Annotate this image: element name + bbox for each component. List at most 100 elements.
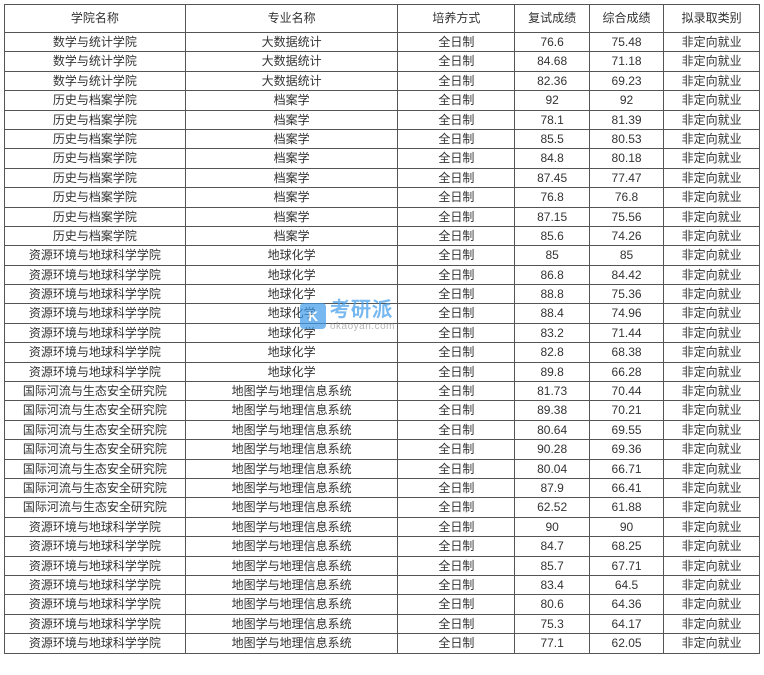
table-cell: 全日制 [398, 343, 515, 362]
table-cell: 数学与统计学院 [5, 71, 186, 90]
table-row: 资源环境与地球科学学院地图学与地理信息系统全日制77.162.05非定向就业 [5, 634, 760, 653]
table-cell: 地图学与地理信息系统 [185, 459, 398, 478]
table-cell: 地球化学 [185, 265, 398, 284]
table-row: 资源环境与地球科学学院地球化学全日制83.271.44非定向就业 [5, 323, 760, 342]
table-cell: 全日制 [398, 265, 515, 284]
table-cell: 69.23 [589, 71, 663, 90]
table-cell: 非定向就业 [664, 168, 760, 187]
table-cell: 74.96 [589, 304, 663, 323]
table-cell: 87.15 [515, 207, 589, 226]
table-cell: 85 [515, 246, 589, 265]
table-cell: 86.8 [515, 265, 589, 284]
table-cell: 地球化学 [185, 285, 398, 304]
table-cell: 地图学与地理信息系统 [185, 498, 398, 517]
table-cell: 76.8 [515, 188, 589, 207]
table-cell: 66.28 [589, 362, 663, 381]
table-cell: 78.1 [515, 110, 589, 129]
table-row: 资源环境与地球科学学院地球化学全日制8585非定向就业 [5, 246, 760, 265]
table-cell: 非定向就业 [664, 188, 760, 207]
table-cell: 资源环境与地球科学学院 [5, 304, 186, 323]
table-cell: 非定向就业 [664, 537, 760, 556]
table-cell: 档案学 [185, 207, 398, 226]
table-cell: 全日制 [398, 246, 515, 265]
table-cell: 92 [589, 91, 663, 110]
table-row: 国际河流与生态安全研究院地图学与地理信息系统全日制89.3870.21非定向就业 [5, 401, 760, 420]
table-row: 历史与档案学院档案学全日制78.181.39非定向就业 [5, 110, 760, 129]
table-cell: 全日制 [398, 91, 515, 110]
table-cell: 61.88 [589, 498, 663, 517]
table-cell: 地球化学 [185, 323, 398, 342]
table-cell: 全日制 [398, 575, 515, 594]
table-cell: 非定向就业 [664, 246, 760, 265]
table-row: 国际河流与生态安全研究院地图学与地理信息系统全日制80.6469.55非定向就业 [5, 420, 760, 439]
table-cell: 全日制 [398, 382, 515, 401]
table-cell: 76.6 [515, 33, 589, 52]
table-cell: 非定向就业 [664, 478, 760, 497]
table-row: 资源环境与地球科学学院地图学与地理信息系统全日制84.768.25非定向就业 [5, 537, 760, 556]
table-cell: 64.17 [589, 614, 663, 633]
table-cell: 85 [589, 246, 663, 265]
table-cell: 历史与档案学院 [5, 188, 186, 207]
table-cell: 资源环境与地球科学学院 [5, 595, 186, 614]
table-row: 历史与档案学院档案学全日制76.876.8非定向就业 [5, 188, 760, 207]
table-cell: 地球化学 [185, 246, 398, 265]
table-cell: 历史与档案学院 [5, 149, 186, 168]
table-cell: 全日制 [398, 498, 515, 517]
table-cell: 全日制 [398, 634, 515, 653]
column-header: 学院名称 [5, 5, 186, 33]
table-row: 资源环境与地球科学学院地图学与地理信息系统全日制85.767.71非定向就业 [5, 556, 760, 575]
table-cell: 71.18 [589, 52, 663, 71]
table-row: 国际河流与生态安全研究院地图学与地理信息系统全日制90.2869.36非定向就业 [5, 440, 760, 459]
table-cell: 69.36 [589, 440, 663, 459]
table-row: 资源环境与地球科学学院地球化学全日制82.868.38非定向就业 [5, 343, 760, 362]
table-cell: 非定向就业 [664, 265, 760, 284]
table-cell: 全日制 [398, 188, 515, 207]
table-cell: 89.38 [515, 401, 589, 420]
table-cell: 90 [589, 517, 663, 536]
table-row: 历史与档案学院档案学全日制87.1575.56非定向就业 [5, 207, 760, 226]
table-cell: 74.26 [589, 226, 663, 245]
table-cell: 地图学与地理信息系统 [185, 575, 398, 594]
table-cell: 非定向就业 [664, 498, 760, 517]
table-cell: 77.47 [589, 168, 663, 187]
table-cell: 资源环境与地球科学学院 [5, 556, 186, 575]
table-cell: 档案学 [185, 226, 398, 245]
table-row: 资源环境与地球科学学院地图学与地理信息系统全日制80.664.36非定向就业 [5, 595, 760, 614]
table-cell: 90.28 [515, 440, 589, 459]
table-row: 历史与档案学院档案学全日制85.580.53非定向就业 [5, 129, 760, 148]
table-cell: 全日制 [398, 556, 515, 575]
table-cell: 国际河流与生态安全研究院 [5, 478, 186, 497]
table-cell: 全日制 [398, 33, 515, 52]
table-cell: 档案学 [185, 168, 398, 187]
table-cell: 地图学与地理信息系统 [185, 440, 398, 459]
table-cell: 全日制 [398, 420, 515, 439]
table-cell: 国际河流与生态安全研究院 [5, 420, 186, 439]
table-cell: 84.7 [515, 537, 589, 556]
table-cell: 81.73 [515, 382, 589, 401]
table-row: 国际河流与生态安全研究院地图学与地理信息系统全日制81.7370.44非定向就业 [5, 382, 760, 401]
table-cell: 83.4 [515, 575, 589, 594]
table-cell: 非定向就业 [664, 614, 760, 633]
table-cell: 数学与统计学院 [5, 52, 186, 71]
table-cell: 非定向就业 [664, 595, 760, 614]
table-cell: 非定向就业 [664, 420, 760, 439]
table-cell: 87.9 [515, 478, 589, 497]
table-cell: 国际河流与生态安全研究院 [5, 459, 186, 478]
table-cell: 89.8 [515, 362, 589, 381]
table-cell: 地图学与地理信息系统 [185, 614, 398, 633]
table-cell: 地球化学 [185, 304, 398, 323]
table-cell: 全日制 [398, 401, 515, 420]
table-cell: 81.39 [589, 110, 663, 129]
table-cell: 国际河流与生态安全研究院 [5, 498, 186, 517]
column-header: 复试成绩 [515, 5, 589, 33]
table-cell: 非定向就业 [664, 459, 760, 478]
table-row: 资源环境与地球科学学院地球化学全日制86.884.42非定向就业 [5, 265, 760, 284]
table-cell: 71.44 [589, 323, 663, 342]
table-cell: 大数据统计 [185, 33, 398, 52]
table-cell: 全日制 [398, 207, 515, 226]
table-cell: 83.2 [515, 323, 589, 342]
table-cell: 地图学与地理信息系统 [185, 517, 398, 536]
table-row: 资源环境与地球科学学院地图学与地理信息系统全日制83.464.5非定向就业 [5, 575, 760, 594]
table-row: 历史与档案学院档案学全日制84.880.18非定向就业 [5, 149, 760, 168]
table-row: 国际河流与生态安全研究院地图学与地理信息系统全日制80.0466.71非定向就业 [5, 459, 760, 478]
